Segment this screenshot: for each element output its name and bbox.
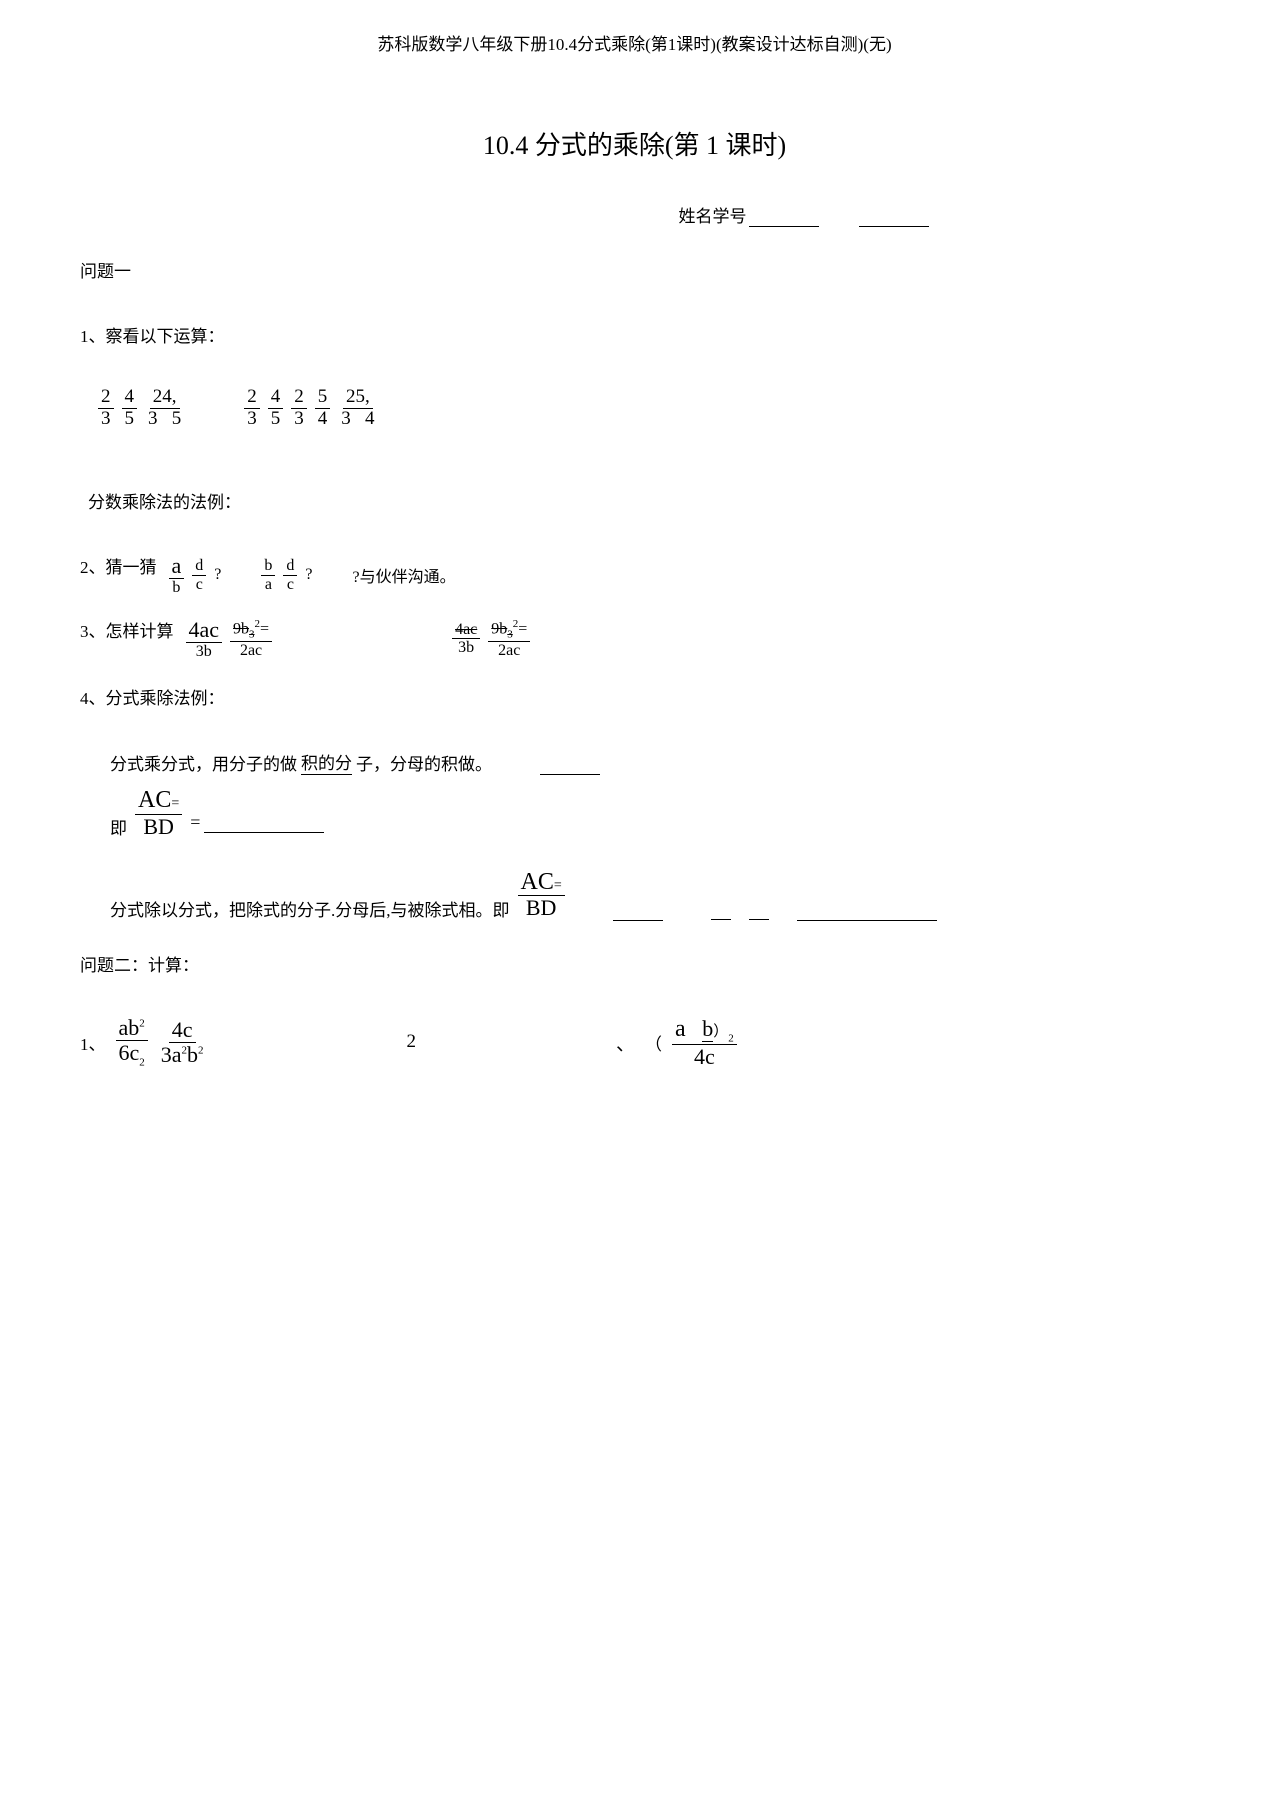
ie-label: 即 xyxy=(110,814,127,839)
rule-label: 分数乘除法的法例： xyxy=(88,488,1189,513)
f: 4c xyxy=(169,1018,196,1043)
f: 4ac xyxy=(186,618,223,643)
t: 、 xyxy=(616,1029,635,1056)
f: a xyxy=(262,576,275,594)
rule-text-1: 分式乘分式，用分子的做积的分子，分母的积做。 xyxy=(110,749,1189,775)
calc-1: 4ac3b 9b32=2ac xyxy=(186,618,273,661)
f: 24, xyxy=(150,387,180,409)
guess-1: ab dc ? xyxy=(169,554,222,597)
dash xyxy=(711,919,731,921)
f: 25, xyxy=(343,387,373,409)
f: ab xyxy=(119,1015,140,1040)
blank[interactable] xyxy=(797,906,937,921)
sup: 2 xyxy=(513,618,519,630)
sub: 3 xyxy=(249,629,255,641)
f: b xyxy=(261,557,275,576)
qmark: ? xyxy=(305,566,312,584)
f: 3 xyxy=(341,408,351,429)
name-label: 姓名学号 xyxy=(679,207,747,226)
f: AC xyxy=(138,787,171,813)
f: 3a xyxy=(161,1042,182,1067)
f: a xyxy=(675,1016,686,1042)
f: 3 xyxy=(98,409,114,430)
f: BD xyxy=(140,815,177,839)
expr-1: 23 45 24,3 5 xyxy=(98,387,184,430)
guess-2: ba dc ? xyxy=(261,557,312,593)
f: 3b xyxy=(455,639,477,657)
f: 2 xyxy=(244,387,260,409)
sup: 2 xyxy=(255,618,261,630)
calc-2: 4ac3b 9b32=2ac xyxy=(452,618,530,659)
f: 3 xyxy=(291,409,307,430)
q2-expr-2: 、 （ a b）2 4c xyxy=(616,1016,737,1070)
t: 分式除以分式，把除式的分子.分母后,与被除式相。即 xyxy=(110,896,510,921)
f: b xyxy=(187,1042,198,1067)
f: c xyxy=(193,576,206,594)
t-underline: 积的分 xyxy=(301,749,352,775)
blank[interactable] xyxy=(540,760,600,775)
sub: 3 xyxy=(507,629,513,641)
q2-expr-1: 1、 ab2 6c2 4c 3a2b2 xyxy=(80,1016,207,1069)
f: 5 xyxy=(268,409,284,430)
sup: 2 xyxy=(139,1018,145,1030)
f: 2 xyxy=(291,387,307,409)
p4-label: 4、分式乘除法例： xyxy=(80,684,1189,709)
fraction-expr-row: 23 45 24,3 5 23 45 23 54 25,3 4 xyxy=(98,387,1189,430)
question-2-label: 问题二：计算： xyxy=(80,951,1189,976)
qmark: ? xyxy=(214,566,221,584)
f: a xyxy=(169,554,185,579)
blank[interactable] xyxy=(204,818,324,833)
f: c xyxy=(284,576,297,594)
question-1-label: 问题一 xyxy=(80,257,1189,282)
f: AC xyxy=(521,869,554,895)
blank[interactable] xyxy=(613,906,663,921)
paren: （ xyxy=(645,1030,662,1055)
f: 3 xyxy=(148,408,158,429)
rule-formula-1: 即 AC= BD = xyxy=(110,787,1189,839)
f: 5 xyxy=(315,387,331,409)
f: 6c xyxy=(119,1040,140,1065)
p1: 1、察看以下运算： xyxy=(80,322,1189,347)
f: 4 xyxy=(365,408,375,429)
f: 9b xyxy=(233,621,249,638)
exp: 2 xyxy=(728,1032,734,1044)
f: 2ac xyxy=(495,642,523,660)
doc-header: 苏科版数学八年级下册10.4分式乘除(第1课时)(教案设计达标自测)(无) xyxy=(80,30,1189,55)
f: BD xyxy=(523,896,560,920)
f: 4ac xyxy=(455,621,477,638)
f: 4c xyxy=(691,1045,718,1069)
f: 4 xyxy=(268,387,284,409)
f: b xyxy=(169,579,183,597)
t: 子，分母的积做。 xyxy=(356,750,492,775)
t: 分式乘分式，用分子的做 xyxy=(110,750,297,775)
f: 5 xyxy=(122,409,138,430)
p2-label: 2、猜一猜 xyxy=(80,553,157,578)
f: 3b xyxy=(193,643,215,661)
f: 9b xyxy=(491,621,507,638)
f: 3 xyxy=(244,409,260,430)
f: 5 xyxy=(172,408,182,429)
mid-2: 2 xyxy=(407,1031,417,1053)
name-id-line: 姓名学号 xyxy=(80,202,929,227)
f: 2ac xyxy=(237,642,265,660)
sub: 2 xyxy=(139,1057,145,1069)
f: 4 xyxy=(315,409,331,430)
f: b xyxy=(702,1016,713,1042)
dash xyxy=(749,919,769,921)
page-title: 10.4 分式的乘除(第 1 课时) xyxy=(80,125,1189,162)
rule-text-2: 分式除以分式，把除式的分子.分母后,与被除式相。即 AC= BD xyxy=(110,869,1189,921)
sup: 2 xyxy=(198,1045,204,1057)
f: 2 xyxy=(98,387,114,409)
expr-2: 23 45 23 54 25,3 4 xyxy=(244,387,377,430)
id-blank[interactable] xyxy=(859,210,929,227)
p3-label: 3、怎样计算 xyxy=(80,617,174,642)
f: d xyxy=(192,557,206,576)
f: d xyxy=(283,557,297,576)
p2-tail: ?与伙伴沟通。 xyxy=(352,563,455,587)
f: 4 xyxy=(122,387,138,409)
paren: ） xyxy=(713,1024,728,1040)
name-blank[interactable] xyxy=(749,210,819,227)
